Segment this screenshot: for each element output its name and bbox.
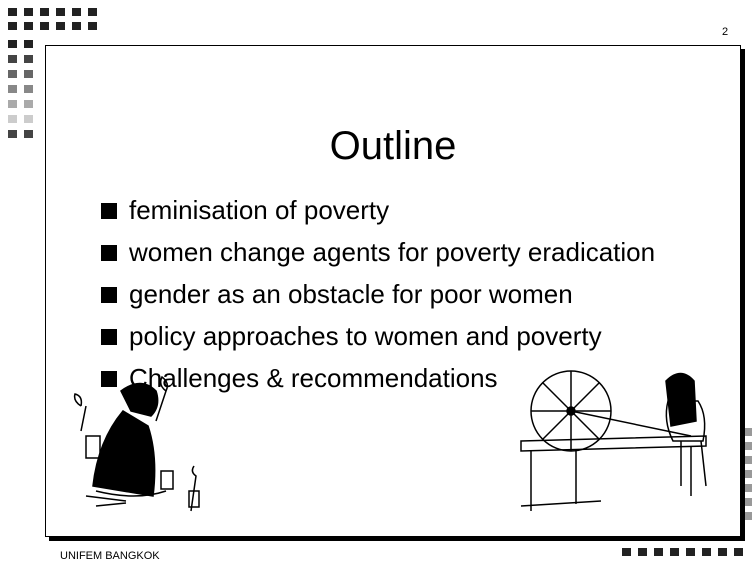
deco-square (72, 8, 81, 16)
deco-square (702, 548, 711, 556)
bullet: policy approaches to women and poverty (99, 320, 655, 362)
deco-square (8, 100, 17, 108)
deco-square (8, 85, 17, 93)
deco-square (638, 548, 647, 556)
deco-square (718, 548, 727, 556)
deco-square (745, 498, 752, 506)
deco-square (24, 130, 33, 138)
deco-square (24, 22, 33, 30)
bullet: gender as an obstacle for poor women (99, 278, 655, 320)
deco-square (72, 22, 81, 30)
deco-square (745, 456, 752, 464)
deco-square (56, 8, 65, 16)
deco-square (745, 470, 752, 478)
deco-square (686, 548, 695, 556)
deco-square (56, 22, 65, 30)
bullet: women change agents for poverty eradicat… (99, 236, 655, 278)
deco-square (8, 8, 17, 16)
deco-square (8, 130, 17, 138)
deco-square (745, 442, 752, 450)
deco-square (745, 484, 752, 492)
page: 2 Outline feminisation of povertywomen c… (0, 0, 752, 565)
deco-square (8, 40, 17, 48)
deco-square (24, 100, 33, 108)
deco-square (745, 512, 752, 520)
deco-square (8, 115, 17, 123)
bullet: feminisation of poverty (99, 194, 655, 236)
deco-square (88, 8, 97, 16)
illustration-woman-planting (61, 371, 221, 516)
deco-square (745, 428, 752, 436)
deco-square (8, 70, 17, 78)
deco-square (8, 55, 17, 63)
footer: UNIFEM BANGKOK (60, 550, 160, 562)
deco-square (24, 85, 33, 93)
deco-square (24, 55, 33, 63)
deco-square (24, 8, 33, 16)
deco-square (24, 70, 33, 78)
illustration-woman-spinning (516, 361, 731, 521)
deco-square (670, 548, 679, 556)
deco-square (8, 22, 17, 30)
deco-square (734, 548, 743, 556)
deco-square (622, 548, 631, 556)
deco-square (24, 40, 33, 48)
deco-square (40, 22, 49, 30)
deco-square (88, 22, 97, 30)
deco-square (654, 548, 663, 556)
slide-title: Outline (46, 124, 740, 169)
deco-square (40, 8, 49, 16)
deco-square (24, 115, 33, 123)
slide-number: 2 (722, 26, 728, 38)
